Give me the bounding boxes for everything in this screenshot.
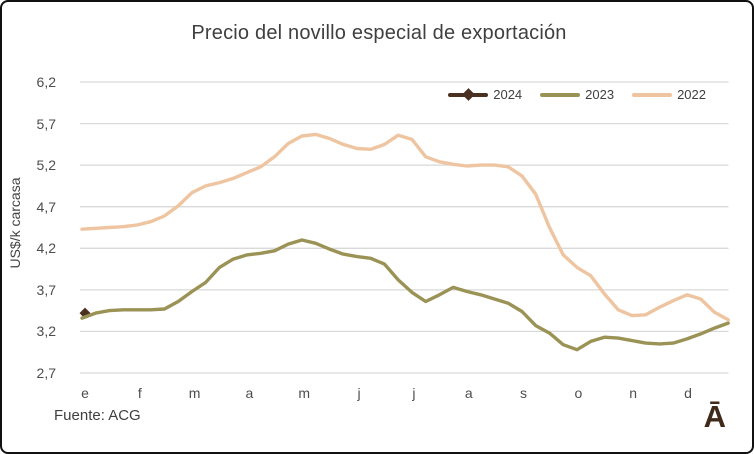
y-tick-label: 4,7 bbox=[36, 198, 56, 215]
x-tick-label-2: f bbox=[137, 385, 142, 401]
x-tick-label-3: m bbox=[188, 385, 201, 401]
chart-title: Precio del novillo especial de exportaci… bbox=[191, 22, 567, 44]
x-tick-label-10: o bbox=[574, 385, 583, 401]
x-tick-label-7: j bbox=[412, 385, 416, 401]
y-tick-label: 5,2 bbox=[36, 157, 56, 174]
x-tick-label-11: n bbox=[629, 385, 638, 401]
source-text: Fuente: ACG bbox=[54, 407, 141, 424]
acg-logo-icon: Ā bbox=[703, 399, 726, 434]
legend-line-swatch bbox=[448, 87, 489, 101]
y-tick-label: 4,2 bbox=[36, 240, 56, 257]
y-tick-label: 6,2 bbox=[36, 74, 56, 90]
series-line-2022 bbox=[80, 132, 730, 322]
y-tick-label: 5,7 bbox=[36, 115, 56, 132]
x-tick-label-1: e bbox=[81, 385, 89, 401]
legend-item-2023[interactable]: 2023 bbox=[540, 87, 614, 102]
legend-line-swatch bbox=[632, 92, 673, 97]
x-tick-label-5: m bbox=[298, 385, 311, 401]
legend-item-2022[interactable]: 2022 bbox=[632, 87, 706, 102]
legend-label: 2024 bbox=[493, 87, 523, 102]
legend-label: 2023 bbox=[585, 87, 615, 102]
chart-legend: 2024 2023 2022 bbox=[448, 87, 706, 102]
legend-diamond-icon bbox=[462, 87, 476, 101]
legend-item-2024[interactable]: 2024 bbox=[448, 87, 522, 102]
y-tick-label: 2,7 bbox=[36, 365, 56, 381]
y-tick-label: 3,7 bbox=[36, 281, 56, 298]
x-tick-label-4: a bbox=[245, 385, 254, 401]
legend-line-swatch bbox=[540, 92, 581, 97]
series-line-2023 bbox=[80, 238, 730, 352]
x-tick-label-8: a bbox=[464, 385, 473, 401]
x-tick-label-12: d bbox=[684, 385, 692, 401]
x-tick-label-9: s bbox=[520, 385, 528, 401]
y-tick-label: 3,2 bbox=[36, 323, 56, 340]
x-tick-label-6: j bbox=[357, 385, 361, 401]
legend-label: 2022 bbox=[677, 87, 706, 102]
